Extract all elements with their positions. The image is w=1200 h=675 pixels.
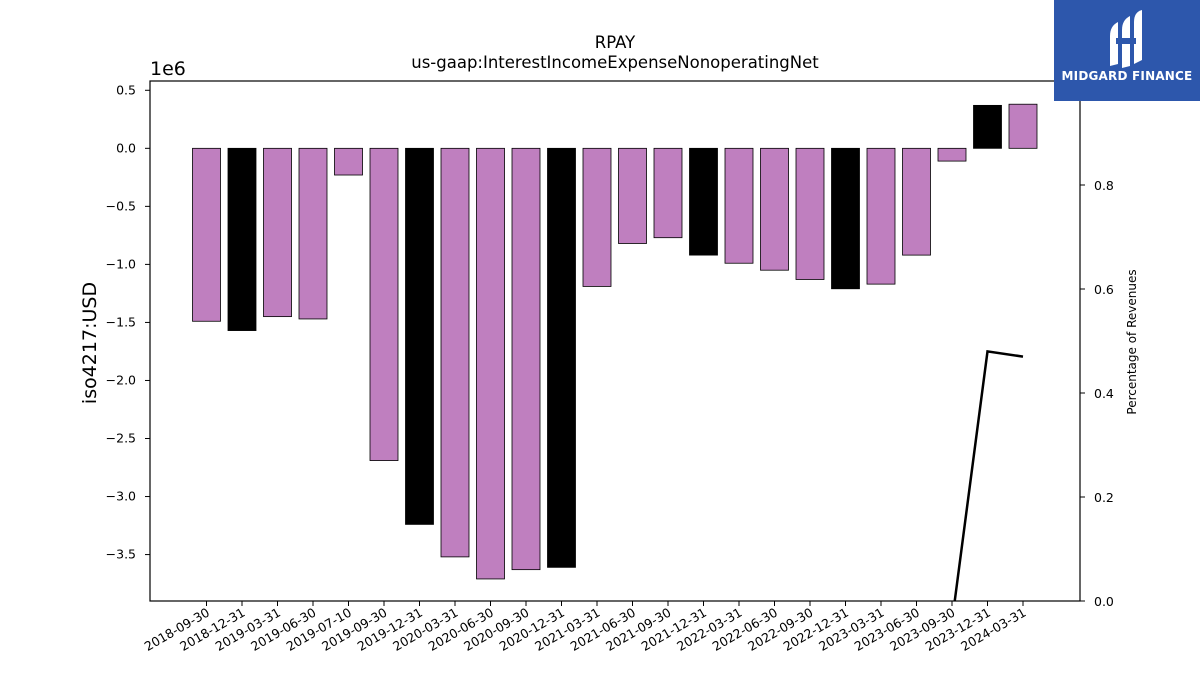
logo-text: MIDGARD FINANCE xyxy=(1061,69,1193,83)
bar-2020-03-31 xyxy=(440,147,470,558)
y2-axis-label: Percentage of Revenues xyxy=(1125,269,1139,414)
chart-subtitle: us-gaap:InterestIncomeExpenseNonoperatin… xyxy=(411,53,819,72)
y2-tick-label: 0.2 xyxy=(1094,490,1114,505)
bar-2021-03-31 xyxy=(582,147,612,287)
y-axis-right: 0.0 0.2 0.4 0.6 0.8 xyxy=(1080,178,1114,609)
bar-2022-06-30 xyxy=(760,147,789,271)
y2-tick-label: 0.6 xyxy=(1094,282,1114,297)
y-tick-label: 0.0 xyxy=(116,140,136,155)
y2-tick-label: 0.8 xyxy=(1094,178,1114,193)
bar-2018-12-31 xyxy=(227,147,257,331)
bar-2024-03-31 xyxy=(1008,103,1038,149)
bar-2018-09-30 xyxy=(192,147,221,322)
y-tick-label: −3.0 xyxy=(106,489,136,504)
y-tick-label: −2.5 xyxy=(106,431,136,446)
y2-tick-label: 0.4 xyxy=(1094,386,1114,401)
bar-2023-03-31 xyxy=(866,147,896,285)
bar-2021-09-30 xyxy=(653,147,683,239)
y-tick-label: −3.5 xyxy=(106,547,136,562)
ratio-line-group xyxy=(953,349,1024,602)
bar-2020-09-30 xyxy=(511,147,541,571)
brand-logo: MIDGARD FINANCE xyxy=(1054,0,1200,101)
y-axis-left: 0.5 0.0 −0.5 −1.0 −1.5 −2.0 −2.5 −3.0 −3.5 xyxy=(106,82,150,562)
bar-2020-12-31 xyxy=(547,147,576,568)
logo-mark-icon xyxy=(1110,10,1142,68)
chart-title: RPAY xyxy=(595,33,636,52)
bar-2021-06-30 xyxy=(618,147,647,244)
y-offset-label: 1e6 xyxy=(150,58,186,80)
bar-2023-06-30 xyxy=(902,147,931,256)
y-axis-label: iso4217:USD xyxy=(79,282,101,404)
bar-2022-12-31 xyxy=(831,147,860,290)
bar-2019-12-31 xyxy=(405,147,434,525)
y-tick-label: 0.5 xyxy=(116,82,136,97)
bars-group xyxy=(192,103,1038,580)
bar-2019-07-10 xyxy=(334,147,363,176)
x-axis: 2018-09-302018-12-312019-03-312019-06-30… xyxy=(142,601,1029,654)
y2-tick-label: 0.0 xyxy=(1094,594,1114,609)
plot-frame xyxy=(149,80,1081,602)
y-tick-label: −2.0 xyxy=(106,372,136,387)
bar-2022-03-31 xyxy=(724,147,754,264)
ratio-line xyxy=(953,349,1024,602)
y-tick-label: −1.0 xyxy=(106,256,136,271)
y-tick-label: −0.5 xyxy=(106,198,136,213)
y-tick-label: −1.5 xyxy=(106,314,136,329)
bar-2019-09-30 xyxy=(369,147,399,461)
bar-2022-09-30 xyxy=(795,147,825,280)
bar-2019-06-30 xyxy=(298,147,328,320)
bar-2023-12-31 xyxy=(973,104,1002,149)
bar-2019-03-31 xyxy=(263,147,292,318)
bar-2023-09-30 xyxy=(937,147,967,162)
bar-2020-06-30 xyxy=(476,147,505,580)
bar-2021-12-31 xyxy=(689,147,718,256)
